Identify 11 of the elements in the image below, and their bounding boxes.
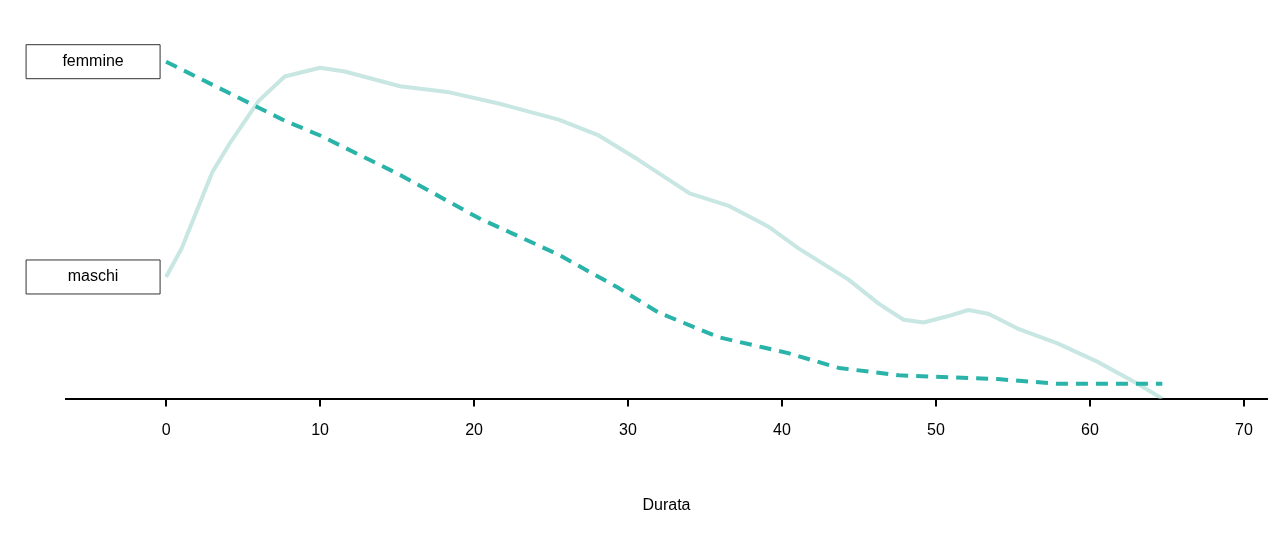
x-tick-label: 30: [619, 420, 638, 438]
x-axis-title: Durata: [642, 495, 691, 513]
x-tick-label: 40: [773, 420, 791, 438]
x-tick-label: 20: [465, 420, 484, 438]
x-tick-label: 0: [161, 420, 171, 438]
x-tick-label: 70: [1235, 420, 1253, 438]
text: femmine: [62, 52, 124, 70]
x-tick-label: 50: [927, 420, 945, 438]
x-tick-label: 10: [311, 420, 330, 438]
x-tick-label: 60: [1081, 420, 1099, 438]
text: maschi: [67, 267, 119, 285]
